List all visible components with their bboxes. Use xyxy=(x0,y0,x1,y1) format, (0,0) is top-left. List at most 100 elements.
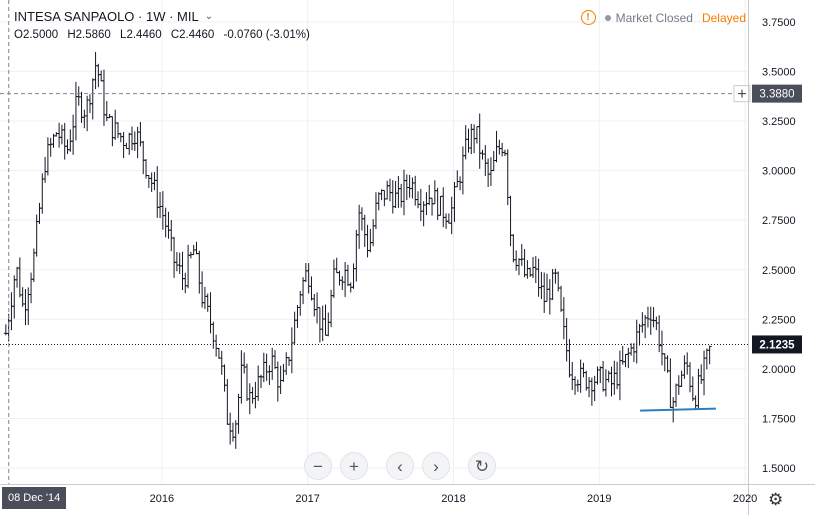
symbol-title[interactable]: INTESA SANPAOLO · 1W · MIL xyxy=(14,9,199,24)
ohlc-bar xyxy=(334,257,339,274)
price-axis[interactable]: 3.7500 3.5000 3.2500 3.0000 2.7500 2.5000 2.25… xyxy=(748,0,796,515)
ohlc-bar xyxy=(270,347,275,380)
reset-chart-button[interactable]: ↻ xyxy=(468,452,496,480)
ohlc-bar xyxy=(180,251,185,291)
ohlc-bar xyxy=(553,268,558,284)
ohlc-bar xyxy=(427,184,432,206)
ohlc-bar xyxy=(539,271,544,300)
ohlc-bar xyxy=(612,360,617,395)
ohlc-bar xyxy=(34,214,39,257)
ohlc-bar xyxy=(236,393,241,434)
ohlc-bar xyxy=(488,157,493,187)
zoom-out-button[interactable]: − xyxy=(304,452,332,480)
ohlc-bar xyxy=(233,420,238,449)
ohlc-bar xyxy=(393,181,398,209)
ohlc-bar xyxy=(357,204,362,249)
ohlc-bar xyxy=(659,330,664,366)
ohlc-bar xyxy=(648,306,653,335)
ohlc-bar xyxy=(376,192,381,211)
ohlc-bar xyxy=(146,175,151,188)
ohlc-bar xyxy=(130,126,135,151)
ohlc-bar xyxy=(186,244,191,289)
y-tick-label: 3.5000 xyxy=(762,66,796,78)
ohlc-bar xyxy=(390,180,395,214)
y-tick-label: 3.7500 xyxy=(762,17,796,29)
symbol-header[interactable]: INTESA SANPAOLO · 1W · MIL ⌄ xyxy=(14,9,213,24)
ohlc-bar xyxy=(463,125,468,160)
crosshair-price-tag xyxy=(752,84,802,103)
ohlc-bar xyxy=(138,121,143,147)
ohlc-bar xyxy=(118,132,123,143)
ohlc-bar xyxy=(438,195,443,216)
warning-icon[interactable]: ! xyxy=(580,10,596,25)
ohlc-bar xyxy=(432,180,437,205)
ohlc-bar xyxy=(345,264,350,287)
ohlc-bar xyxy=(410,177,415,199)
ohlc-bar xyxy=(693,395,698,411)
ohlc-bar xyxy=(575,379,580,392)
ohlc-bar xyxy=(79,91,84,123)
ohlc-bar xyxy=(407,174,412,198)
ohlc-bar xyxy=(682,355,687,379)
ohlc-bar xyxy=(371,219,376,247)
ohlc-bar xyxy=(399,183,404,208)
ohlc-bar xyxy=(141,140,146,175)
chart-toolbar: − + ‹ › ↻ xyxy=(304,452,496,480)
ohlc-bar xyxy=(76,86,81,106)
ohlc-bar xyxy=(418,188,423,222)
y-tick-label: 3.0000 xyxy=(762,166,796,178)
ohlc-bar xyxy=(446,213,451,224)
x-tick-label: 2016 xyxy=(150,493,174,505)
ohlc-bar xyxy=(483,145,488,177)
ohlc-bar xyxy=(690,376,695,402)
ohlc-bar xyxy=(685,352,690,375)
y-tick-label: 1.7500 xyxy=(762,414,796,426)
ohlc-bar xyxy=(643,314,648,339)
ohlc-bar xyxy=(637,323,642,346)
ohlc-bar xyxy=(85,95,90,132)
ohlc-bar xyxy=(402,169,407,216)
ohlc-bar xyxy=(132,131,137,151)
ohlc-bar xyxy=(343,261,348,298)
ohlc-bar xyxy=(295,305,300,328)
time-axis[interactable]: 2016 2017 2018 2019 2020 xyxy=(0,484,815,506)
chevron-down-icon[interactable]: ⌄ xyxy=(204,11,214,22)
ohlc-bar xyxy=(337,270,342,286)
ohlc-bar xyxy=(441,187,446,228)
ohlc-bar xyxy=(93,51,98,90)
ohlc-bar xyxy=(155,166,160,218)
ohlc-bar xyxy=(502,149,507,157)
ohlc-bar xyxy=(665,355,670,373)
x-tick-label: 2017 xyxy=(295,493,319,505)
ohlc-bar xyxy=(651,307,656,328)
market-status[interactable]: ! Market Closed Delayed xyxy=(580,10,746,25)
ohlc-bar xyxy=(668,358,673,408)
ohlc-bar xyxy=(606,370,611,383)
ohlc-bar xyxy=(387,178,392,202)
ohlc-bar xyxy=(640,312,645,333)
ohlc-bar xyxy=(250,387,255,404)
ohlc-bar xyxy=(519,243,524,266)
gear-icon[interactable]: ⚙ xyxy=(768,490,784,509)
ohlc-bar xyxy=(9,292,14,331)
ohlc-bar xyxy=(124,142,129,150)
scroll-right-button[interactable]: › xyxy=(422,452,450,480)
ohlc-bar xyxy=(275,361,280,402)
ohlc-bar xyxy=(284,352,289,375)
ohlc-bar xyxy=(214,334,219,357)
ohlc-bar xyxy=(416,191,421,209)
ohlc-bar xyxy=(351,263,356,289)
zoom-in-button[interactable]: + xyxy=(340,452,368,480)
ohlc-bar xyxy=(261,352,266,383)
ohlc-bar xyxy=(135,126,140,159)
ohlc-bar xyxy=(31,248,36,282)
ohlc-bar xyxy=(514,250,519,271)
scroll-left-button[interactable]: ‹ xyxy=(386,452,414,480)
y-tick-label: 2.0000 xyxy=(762,364,796,376)
ohlc-bar xyxy=(601,360,606,392)
crosshair-date-label: 08 Dec '14 xyxy=(2,487,67,509)
ohlc-bar xyxy=(362,214,367,248)
change-value: -0.0760 (-3.01%) xyxy=(223,29,310,41)
ohlc-bar xyxy=(505,149,510,206)
